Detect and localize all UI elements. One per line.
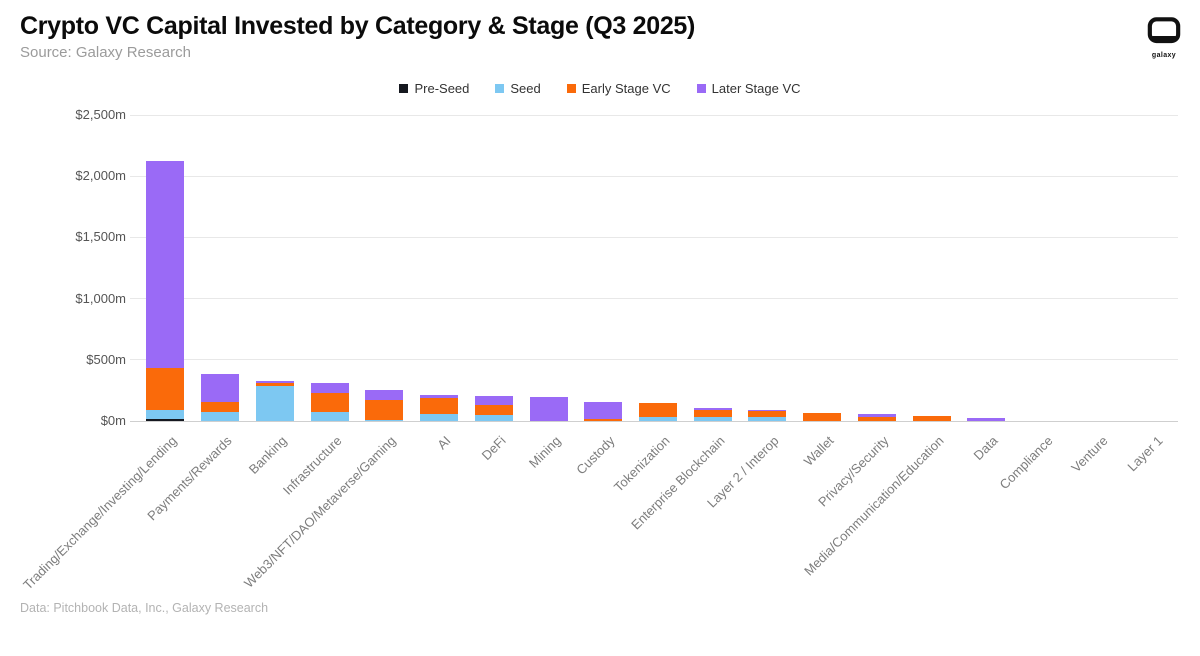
y-tick-label-0m: $0m [100, 413, 126, 428]
bar-enterprise-blockchain [685, 115, 740, 421]
bar-segment-later-stage-vc-mining[interactable] [529, 397, 568, 421]
legend-item-later-stage-vc[interactable]: Later Stage VC [696, 81, 801, 96]
legend-item-seed[interactable]: Seed [495, 81, 541, 96]
galaxy-logo: galaxy [1142, 16, 1186, 59]
bar-segment-early-stage-vc-custody[interactable] [584, 419, 623, 421]
gridline-2-000m [130, 175, 1178, 177]
bar-infrastructure [302, 115, 357, 421]
y-tick-label-1-000m: $1,000m [75, 290, 126, 306]
chart-legend: Pre-Seed Seed Early Stage VC Later Stage VC [0, 81, 1200, 96]
bar-segment-later-stage-vc-banking[interactable] [255, 380, 294, 384]
page-subtitle: Source: Galaxy Research [20, 44, 191, 61]
bar-segment-seed-trading-exchange-investing-lending[interactable] [146, 410, 185, 420]
bar-segment-seed-infrastructure[interactable] [310, 411, 349, 421]
y-tick-label-1-500m: $1,500m [75, 229, 126, 245]
legend-item-early-stage-vc[interactable]: Early Stage VC [566, 81, 671, 96]
bar-segment-later-stage-vc-privacy-security[interactable] [857, 413, 896, 417]
legend-swatch-pre-seed [399, 84, 409, 93]
legend-swatch-later-stage-vc [696, 84, 706, 93]
legend-label: Later Stage VC [711, 81, 801, 96]
bar-payments-rewards [193, 115, 248, 421]
bar-layer-1 [1123, 115, 1178, 421]
bar-custody [576, 115, 631, 421]
bar-banking [247, 115, 302, 421]
bar-segment-later-stage-vc-custody[interactable] [584, 402, 623, 420]
gridline-2-500m [130, 114, 1178, 116]
bar-segment-seed-web3-nft-dao-metaverse-gaming[interactable] [365, 419, 404, 421]
bar-segment-seed-defi[interactable] [474, 414, 513, 421]
bar-segment-later-stage-vc-defi[interactable] [474, 395, 513, 406]
data-credit: Data: Pitchbook Data, Inc., Galaxy Resea… [20, 601, 269, 615]
bar-data [959, 115, 1014, 421]
bar-segment-later-stage-vc-payments-rewards[interactable] [201, 373, 240, 403]
bar-segment-later-stage-vc-web3-nft-dao-metaverse-gaming[interactable] [365, 390, 404, 400]
bar-segment-early-stage-vc-media-communication-education[interactable] [912, 416, 951, 421]
galaxy-logo-text: galaxy [1151, 52, 1177, 59]
bar-segment-early-stage-vc-banking[interactable] [255, 383, 294, 386]
bar-privacy-security [850, 115, 905, 421]
bar-segment-pre-seed-trading-exchange-investing-lending[interactable] [146, 419, 185, 421]
legend-item-pre-seed[interactable]: Pre-Seed [399, 81, 469, 96]
gridline-1-000m [130, 298, 1178, 300]
bar-segment-early-stage-vc-web3-nft-dao-metaverse-gaming[interactable] [365, 399, 404, 420]
legend-swatch-early-stage-vc [566, 84, 576, 93]
bar-segment-early-stage-vc-ai[interactable] [420, 398, 459, 415]
legend-label: Early Stage VC [581, 81, 671, 96]
bar-trading-exchange-investing-lending [138, 115, 193, 421]
gridline-1-500m [130, 236, 1178, 238]
bar-wallet [795, 115, 850, 421]
bar-segment-early-stage-vc-wallet[interactable] [803, 413, 842, 421]
plot-area: Trading/Exchange/Investing/Lending Paymen… [20, 114, 1178, 592]
legend-swatch-seed [495, 84, 505, 93]
bar-segment-later-stage-vc-layer-2-interop[interactable] [748, 410, 787, 412]
bar-segment-later-stage-vc-infrastructure[interactable] [310, 383, 349, 394]
bar-venture [1069, 115, 1124, 421]
page-title: Crypto VC Capital Invested by Category &… [20, 12, 696, 40]
bar-tokenization [631, 115, 686, 421]
bar-segment-early-stage-vc-tokenization[interactable] [638, 403, 677, 417]
y-tick-label-2-000m: $2,000m [75, 168, 126, 184]
bar-segment-early-stage-vc-trading-exchange-investing-lending[interactable] [146, 368, 185, 410]
bar-ai [412, 115, 467, 421]
bar-segment-early-stage-vc-defi[interactable] [474, 405, 513, 415]
bar-segment-seed-banking[interactable] [255, 385, 294, 421]
bar-segment-later-stage-vc-enterprise-blockchain[interactable] [693, 408, 732, 410]
gridline-500m [130, 359, 1178, 361]
galaxy-logo-icon [1147, 17, 1181, 44]
bar-segment-early-stage-vc-enterprise-blockchain[interactable] [693, 409, 732, 418]
bar-segment-early-stage-vc-privacy-security[interactable] [857, 416, 896, 421]
y-tick-label-500m: $500m [86, 351, 126, 367]
bar-segment-seed-layer-2-interop[interactable] [748, 417, 787, 421]
bar-segment-seed-payments-rewards[interactable] [201, 411, 240, 421]
bar-defi [466, 115, 521, 421]
bar-compliance [1014, 115, 1069, 421]
bar-mining [521, 115, 576, 421]
bar-segment-seed-enterprise-blockchain[interactable] [693, 417, 732, 421]
bar-segment-seed-ai[interactable] [420, 414, 459, 421]
bar-segment-early-stage-vc-layer-2-interop[interactable] [748, 411, 787, 418]
bar-segment-later-stage-vc-trading-exchange-investing-lending[interactable] [146, 160, 185, 369]
bar-segment-later-stage-vc-ai[interactable] [420, 394, 459, 399]
legend-label: Seed [510, 81, 541, 96]
gridline-0m [130, 420, 1178, 422]
bar-segment-early-stage-vc-infrastructure[interactable] [310, 393, 349, 412]
y-axis: $0m $500m $1,000m $1,500m $2,000m $2,500m [0, 107, 130, 428]
bar-segment-later-stage-vc-data[interactable] [967, 417, 1006, 421]
bar-media-communication-education [904, 115, 959, 421]
bar-segment-seed-tokenization[interactable] [638, 416, 677, 421]
bar-web3-nft-dao-metaverse-gaming [357, 115, 412, 421]
y-tick-label-2-500m: $2,500m [75, 107, 126, 122]
legend-label: Pre-Seed [414, 81, 470, 96]
bar-segment-early-stage-vc-payments-rewards[interactable] [201, 402, 240, 412]
bar-layer-2-interop [740, 115, 795, 421]
